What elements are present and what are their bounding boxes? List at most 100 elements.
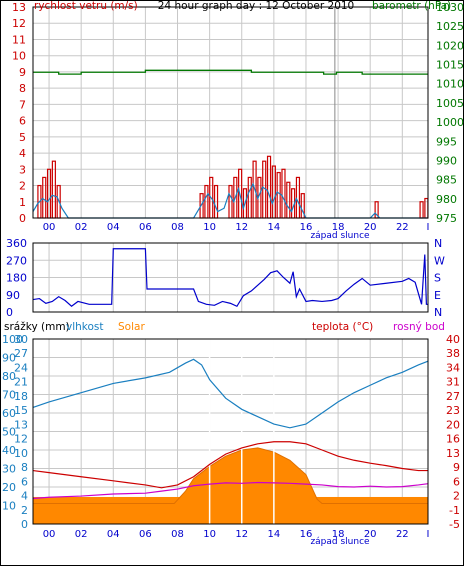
dewpoint-line [32,481,429,500]
temperature-axis-label: teplota (°C) [312,321,373,333]
panel1-background [33,7,428,218]
precip-tick-label: 8 [21,461,28,474]
pressure-tick-label: 1005 [436,97,464,110]
temperature-tick-label: 38 [446,347,460,360]
temperature-tick-label: 20 [446,418,460,431]
panel1-x-tick-label: 04 [107,222,120,233]
panel3-x-tick-label: 04 [107,529,120,540]
panel3-x-tick-label: 00 [43,529,56,540]
wind-average-line [32,182,428,219]
precip-tick-label: 0 [21,518,28,531]
wind-tick-label: 7 [19,98,26,111]
precip-tick-label: 13 [14,418,28,431]
temperature-tick-label: 34 [446,361,460,374]
precip-tick-label: 15 [14,404,28,417]
precip-tick-label: 4 [21,490,28,503]
pressure-line [33,69,428,75]
wind-tick-label: 13 [12,1,26,14]
humidity-tick-label: 100 [2,333,23,346]
pressure-tick-label: 985 [436,174,457,187]
solar-area [32,447,429,525]
humidity-tick-label: 70 [2,389,16,402]
panel3-x-tick-label: 18 [332,529,345,540]
panel3-x-tick-label: 22 [396,529,409,540]
temperature-tick-label: 2 [453,490,460,503]
panel1-x-tick-label: I [427,222,430,233]
wind-tick-label: 1 [19,196,26,209]
humidity-tick-label: 40 [2,444,16,457]
precip-axis-label: srážky (mm) [4,321,70,333]
solar-axis-label: Solar [118,321,145,333]
panel1-x-tick-label: 22 [396,222,409,233]
pressure-tick-label: 1030 [436,1,464,14]
humidity-tick-label: 90 [2,352,16,365]
pressure-tick-label: 980 [436,193,457,206]
temperature-tick-label: 9 [453,461,460,474]
temperature-tick-label: 27 [446,390,460,403]
wind-tick-label: 5 [19,131,26,144]
humidity-tick-label: 30 [2,463,16,476]
panel3-x-tick-label: 10 [203,529,216,540]
direction-tick-label: 360 [6,237,27,250]
wind-axis-label: rychlost vetru (m/s) [34,0,138,12]
panel1-x-tick-label: 08 [171,222,184,233]
panel1-x-tick-label: 02 [75,222,88,233]
temperature-tick-label: 31 [446,376,460,389]
chart-title: 24 hour graph day : 12 October 2010 [158,0,354,12]
precip-tick-label: 30 [14,333,28,346]
humidity-tick-label: 20 [2,481,16,494]
wind-tick-label: 8 [19,82,26,95]
precip-tick-label: 2 [21,504,28,517]
compass-tick-label: E [434,289,441,302]
wind-direction-line [32,248,428,308]
panel3-x-tick-label: 12 [235,529,248,540]
compass-tick-label: W [434,254,445,267]
panel3-x-tick-label: 02 [75,529,88,540]
precip-tick-label: 21 [14,376,28,389]
panel1-x-tick-label: 20 [364,222,377,233]
humidity-tick-label: 50 [2,426,16,439]
temperature-tick-label: 13 [446,447,460,460]
panel3-x-tick-label: 16 [300,529,313,540]
temperature-tick-label: -5 [449,518,460,531]
direction-tick-label: 90 [6,289,20,302]
compass-tick-label: N [434,237,442,250]
panel3-x-tick-label: 20 [364,529,377,540]
direction-tick-label: 270 [6,254,27,267]
panel1-x-tick-label: 16 [300,222,313,233]
wind-tick-label: 11 [12,33,26,46]
panel3-frame [32,338,429,525]
panel1-x-tick-label: 18 [332,222,345,233]
humidity-line [32,358,429,429]
direction-tick-label: 0 [6,306,13,319]
panel1-x-tick-label: 00 [43,222,56,233]
pressure-tick-label: 1020 [436,39,464,52]
humidity-tick-label: 60 [2,407,16,420]
panel1-sunset-label: západ slunce [310,231,370,241]
temperature-tick-label: 40 [446,333,460,346]
precip-tick-label: 24 [14,361,28,374]
temperature-tick-label: 23 [446,404,460,417]
wind-tick-label: 10 [12,50,26,63]
pressure-tick-label: 1010 [436,78,464,91]
panel3-sunset-label: západ slunce [310,537,370,547]
humidity-tick-label: 10 [2,500,16,513]
dewpoint-axis-label: rosný bod [393,321,445,333]
temperature-tick-label: 16 [446,433,460,446]
wind-tick-label: 6 [19,115,26,128]
temperature-tick-label: -1 [449,504,460,517]
panel1-x-tick-label: 06 [139,222,152,233]
panel3-x-tick-label: 08 [171,529,184,540]
pressure-axis-label: barometr (hPa) [372,0,451,12]
wind-tick-label: 9 [19,66,26,79]
panel1-x-tick-label: 12 [235,222,248,233]
compass-tick-label: S [434,272,441,285]
pressure-tick-label: 1000 [436,116,464,129]
wind-tick-label: 3 [19,163,26,176]
pressure-tick-label: 975 [436,212,457,225]
panel3-x-tick-label: I [427,529,430,540]
precip-tick-label: 27 [14,347,28,360]
panel1-x-tick-label: 10 [203,222,216,233]
pressure-tick-label: 995 [436,135,457,148]
